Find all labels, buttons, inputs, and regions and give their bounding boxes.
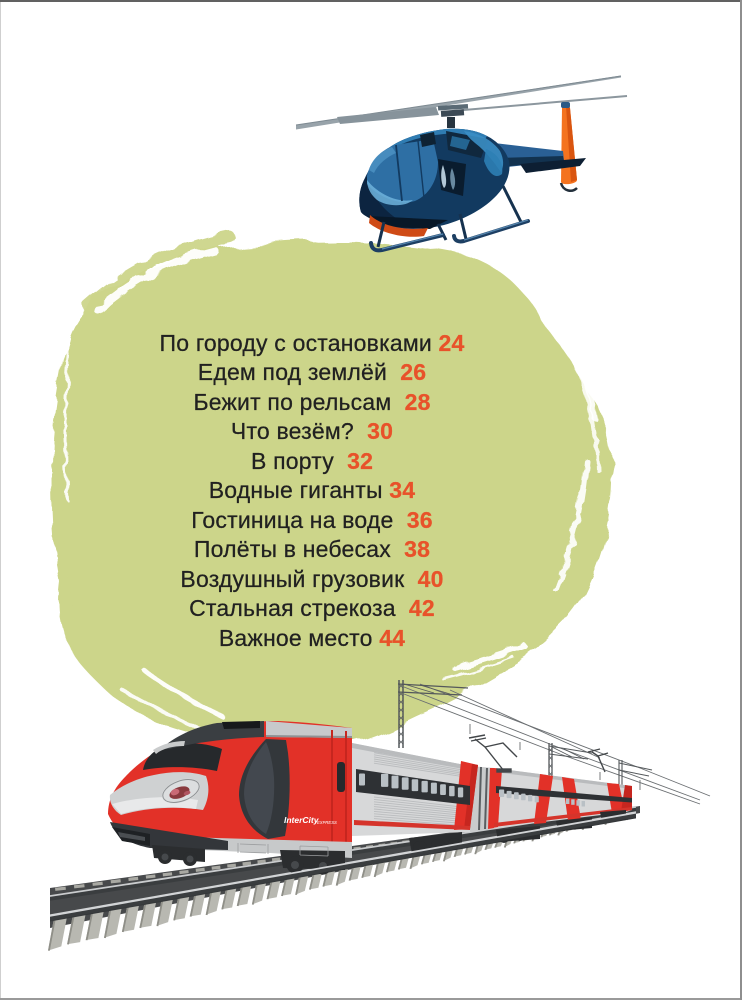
svg-text:EXPRESS: EXPRESS [317,820,337,825]
svg-text:InterCity: InterCity [284,815,320,825]
